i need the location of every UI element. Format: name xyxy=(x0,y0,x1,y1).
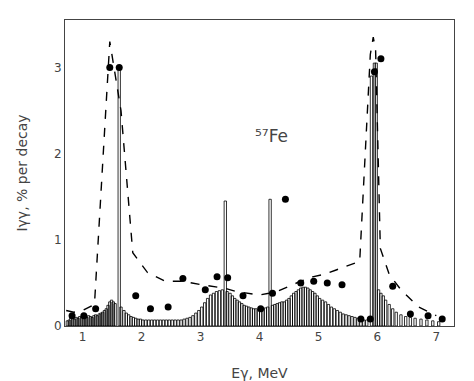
svg-text:3: 3 xyxy=(54,61,62,75)
svg-text:1: 1 xyxy=(54,233,62,247)
svg-text:7: 7 xyxy=(432,330,440,344)
svg-text:1: 1 xyxy=(79,330,87,344)
svg-text:3: 3 xyxy=(197,330,205,344)
svg-text:4: 4 xyxy=(256,330,264,344)
svg-text:Iγγ, % per decay: Iγγ, % per decay xyxy=(14,114,30,231)
svg-text:5: 5 xyxy=(315,330,323,344)
svg-text:2: 2 xyxy=(54,147,62,161)
svg-text:0: 0 xyxy=(54,319,62,333)
svg-text:2: 2 xyxy=(138,330,146,344)
svg-text:⁵⁷Fe: ⁵⁷Fe xyxy=(255,126,288,146)
svg-text:6: 6 xyxy=(374,330,382,344)
svg-text:Eγ, MeV: Eγ, MeV xyxy=(231,365,288,381)
